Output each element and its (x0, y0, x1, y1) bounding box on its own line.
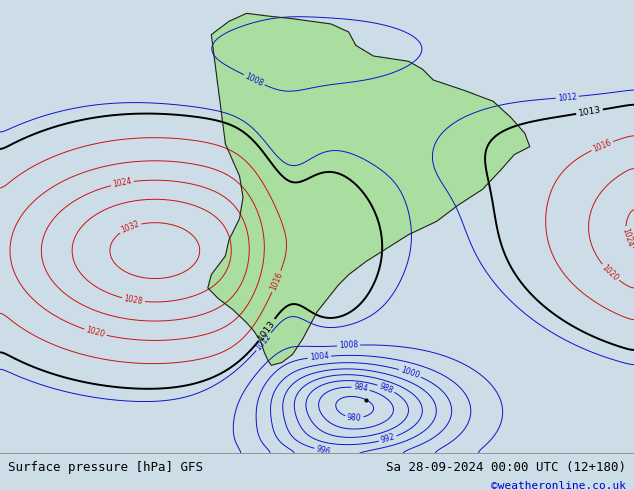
Text: 1013: 1013 (256, 318, 277, 342)
Text: 1016: 1016 (592, 138, 613, 153)
Text: 980: 980 (347, 413, 362, 422)
Text: 1012: 1012 (557, 92, 577, 102)
Text: 1000: 1000 (399, 366, 420, 380)
Text: 1008: 1008 (243, 72, 265, 88)
Text: 996: 996 (315, 444, 332, 457)
Text: 1013: 1013 (578, 105, 602, 118)
Text: 1020: 1020 (85, 325, 106, 340)
Text: 1024: 1024 (620, 227, 634, 248)
Text: 1020: 1020 (600, 263, 620, 283)
Text: Surface pressure [hPa] GFS: Surface pressure [hPa] GFS (8, 462, 203, 474)
Text: 1008: 1008 (339, 341, 358, 350)
Text: 1032: 1032 (120, 220, 141, 235)
Text: 984: 984 (353, 383, 368, 394)
Text: Sa 28-09-2024 00:00 UTC (12+180): Sa 28-09-2024 00:00 UTC (12+180) (386, 462, 626, 474)
Text: 1004: 1004 (309, 352, 330, 362)
Text: 1016: 1016 (269, 271, 284, 292)
Text: 1028: 1028 (123, 294, 144, 306)
Text: 1024: 1024 (112, 177, 133, 189)
Text: 992: 992 (380, 433, 396, 445)
Text: 1012: 1012 (254, 331, 273, 352)
Text: 988: 988 (378, 381, 394, 395)
Text: ©weatheronline.co.uk: ©weatheronline.co.uk (491, 481, 626, 490)
